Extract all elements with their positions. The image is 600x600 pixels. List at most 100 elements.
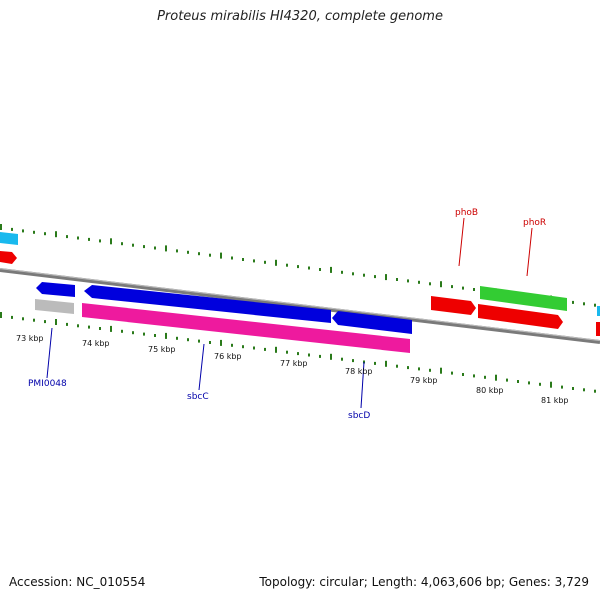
accession-text: Accession: NC_010554 (9, 575, 146, 589)
tick-label-77kbp: 77 kbp (280, 359, 308, 368)
gc-dot (88, 237, 90, 241)
gene-pink-1[interactable] (82, 303, 410, 353)
gc-dot (253, 259, 255, 263)
tick-label-74kbp: 74 kbp (82, 339, 110, 348)
tick-label-75kbp: 75 kbp (148, 345, 176, 354)
gc-dot (418, 367, 420, 371)
tick-label-80kbp: 80 kbp (476, 386, 504, 395)
gc-dot (319, 354, 321, 358)
gc-dot (99, 327, 101, 330)
gc-dot (11, 315, 13, 319)
gc-dot (242, 258, 244, 261)
pmi0048-leader (46, 327, 53, 379)
gc-dot (594, 303, 596, 307)
gc-dot (77, 236, 79, 240)
gc-dot (297, 265, 299, 269)
gene-label-pmi0048: PMI0048 (28, 379, 67, 389)
gc-dot (165, 245, 167, 252)
gc-dot (385, 274, 387, 281)
gene-grey[interactable] (35, 299, 74, 314)
gc-dot (528, 381, 530, 385)
gc-dot (176, 336, 178, 340)
gc-dot (308, 353, 310, 357)
genome-stats-text: Topology: circular; Length: 4,063,606 bp… (259, 575, 589, 589)
phoR-leader (526, 227, 533, 277)
genome-title: Proteus mirabilis HI4320, complete genom… (157, 9, 443, 24)
gc-dot (132, 331, 134, 335)
tick-label-81kbp: 81 kbp (541, 396, 569, 405)
gene-sbcD[interactable] (332, 311, 412, 334)
gene-red-2[interactable] (478, 304, 563, 329)
gc-dot (22, 317, 24, 321)
gc-dot (198, 339, 200, 343)
gc-dot (330, 353, 332, 360)
gc-dot (539, 382, 541, 386)
gc-dot (143, 245, 145, 249)
gc-dot (121, 242, 123, 246)
gc-dot (451, 285, 453, 289)
sbcC-leader (198, 343, 205, 391)
gc-dot (352, 359, 354, 363)
gc-dot (550, 381, 552, 388)
gc-dot (99, 239, 101, 243)
gene-pmi0048[interactable] (36, 282, 75, 297)
genome-backbone (0, 268, 600, 344)
gene-phoR[interactable] (480, 286, 567, 311)
gc-dot (253, 346, 255, 350)
gc-dot (242, 345, 244, 349)
gc-dot (495, 374, 497, 381)
gc-dot (341, 357, 343, 361)
gc-dot (176, 249, 178, 253)
gc-dot (231, 343, 233, 347)
gc-dot (517, 380, 519, 383)
gc-dot (55, 231, 57, 238)
gene-cyan[interactable] (0, 232, 18, 245)
sbcD-leader (360, 361, 365, 409)
gene-phoB[interactable] (431, 296, 476, 315)
gc-dot (429, 368, 431, 372)
gc-dot (33, 230, 35, 234)
gene-red-left[interactable] (0, 251, 17, 264)
gc-dot (330, 266, 332, 273)
gc-dot (429, 282, 431, 286)
gc-dot (264, 260, 266, 264)
gc-dot (55, 319, 57, 325)
tick-label-76kbp: 76 kbp (214, 352, 242, 361)
gc-dot (77, 324, 79, 328)
gc-dot (0, 224, 2, 230)
gc-dot (583, 388, 585, 392)
tick-label-79kbp: 79 kbp (410, 376, 438, 385)
gc-dot (484, 375, 486, 379)
gc-dot (462, 286, 464, 290)
gc-dot (473, 374, 475, 378)
gc-dot (220, 252, 222, 259)
phoB-leader (458, 217, 465, 267)
gc-dot (88, 325, 90, 329)
gene-cyan-right[interactable] (597, 306, 600, 316)
tick-label-73kbp: 73 kbp (16, 334, 44, 343)
gc-dot (440, 367, 442, 374)
gc-dot (418, 280, 420, 284)
gc-dot (506, 378, 508, 382)
tick-label-78kbp: 78 kbp (345, 367, 373, 376)
gc-dot (594, 389, 596, 393)
gc-dot (374, 361, 376, 365)
gc-dot (440, 281, 442, 288)
gc-dot (11, 227, 13, 231)
gc-dot (187, 338, 189, 342)
gc-dot (374, 275, 376, 279)
gc-dot (341, 270, 343, 274)
gc-dot (44, 320, 46, 324)
gc-dot (407, 366, 409, 370)
gene-red-right[interactable] (596, 322, 600, 336)
gene-sbcC[interactable] (84, 285, 331, 323)
gc-dot (110, 325, 112, 332)
gc-dot (352, 272, 354, 276)
gc-dot (396, 364, 398, 368)
gc-dot (385, 360, 387, 367)
gc-dot (275, 259, 277, 266)
gc-dot (33, 318, 35, 322)
gc-dot (572, 387, 574, 390)
gc-dot (451, 371, 453, 375)
